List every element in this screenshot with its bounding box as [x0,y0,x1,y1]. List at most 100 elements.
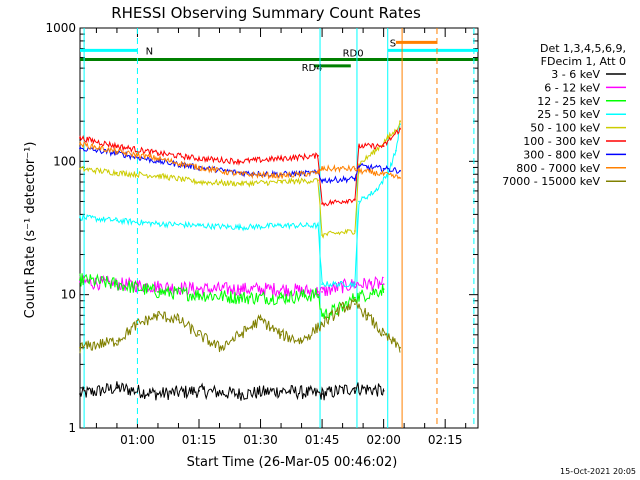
legend-header: FDecim 1, Att 0 [541,55,626,68]
data-point [300,340,303,342]
data-point [358,169,360,172]
data-point [321,283,323,286]
data-point [354,283,356,286]
data-point [116,150,118,153]
annotation-label: RD0 [343,49,364,60]
data-point [341,285,344,288]
data-point [157,314,159,317]
data-point [157,393,159,395]
data-point [157,160,159,163]
legend-entry: 50 - 100 keV [530,122,600,135]
data-point [198,166,200,169]
data-point [321,167,323,170]
data-point [116,145,118,148]
data-point [157,290,159,293]
y-tick-label: 10 [61,288,76,302]
data-point [317,290,319,293]
data-point [321,202,323,205]
data-point [116,386,118,389]
data-point [198,293,200,296]
y-tick-label: 1000 [45,21,76,35]
data-point [317,154,319,157]
data-point [317,171,319,174]
data-point [79,216,81,219]
legend: Det 1,3,4,5,6,9,FDecim 1, Att 03 - 6 keV… [502,42,626,188]
data-point [317,293,319,296]
data-point [116,340,118,342]
data-point [382,283,385,286]
series-4 [79,120,401,239]
data-point [321,179,323,182]
y-tick-label: 1 [68,421,76,435]
data-point [157,174,159,177]
data-point [116,219,118,222]
data-point [177,318,180,321]
data-point [354,386,356,389]
plot-area: 1 10 100 1000 01:00 01:15 01:30 01:45 02:00 02:15… [45,21,479,447]
data-point [354,303,356,305]
series-line [79,125,401,289]
plot-frame [79,27,479,429]
data-point [354,296,356,299]
data-point [280,296,282,299]
legend-entry: 100 - 300 keV [523,135,600,148]
data-point [79,278,81,281]
data-point [239,160,241,163]
data-point [280,333,282,336]
data-point [79,147,81,150]
data-point [79,346,81,349]
data-point [198,224,200,227]
data-point [399,128,401,130]
data-point [374,149,377,152]
data-point [354,198,356,201]
data-point [399,120,401,123]
data-point [386,136,389,139]
legend-entry: 25 - 50 keV [537,108,600,121]
annotation-label: RD4 [302,63,323,74]
legend-entry: 12 - 25 keV [537,95,600,108]
data-point [321,323,323,326]
data-point [374,190,377,192]
series-line [79,297,401,354]
series-line [79,274,384,299]
data-point [116,171,118,174]
data-point [239,296,241,299]
data-point [321,393,323,395]
data-point [395,149,397,152]
data-point [157,157,159,160]
data-point [399,177,401,179]
data-point [358,200,360,203]
data-point [399,346,401,349]
x-tick-label: 01:15 [182,433,217,447]
x-axis-label: Start Time (26-Mar-05 00:46:02) [187,455,398,470]
data-point [79,167,81,170]
series-5 [79,127,401,207]
data-point [321,234,323,236]
data-point [79,393,81,395]
x-tick-label: 02:15 [428,433,463,447]
y-tick-label: 100 [53,154,76,168]
data-point [317,224,319,227]
data-point [317,179,319,182]
series-line [79,273,385,321]
series-line [79,121,401,239]
data-point [382,145,385,148]
footer-date: 15-Oct-2021 20:05 [560,467,636,476]
series-8 [79,297,401,354]
data-point [354,177,356,180]
data-point [280,224,282,227]
series-line [79,146,401,185]
series-line [79,127,401,207]
x-tick-label: 01:45 [305,433,340,447]
chart-title: RHESSI Observing Summary Count Rates [111,4,421,22]
x-tick-label: 01:30 [243,433,278,447]
data-point [198,389,200,392]
data-point [399,169,401,172]
data-point [116,283,118,286]
series-7 [79,141,401,180]
data-point [321,314,323,317]
data-point [218,346,221,349]
data-point [136,323,139,326]
data-point [79,136,81,139]
data-point [280,157,282,160]
